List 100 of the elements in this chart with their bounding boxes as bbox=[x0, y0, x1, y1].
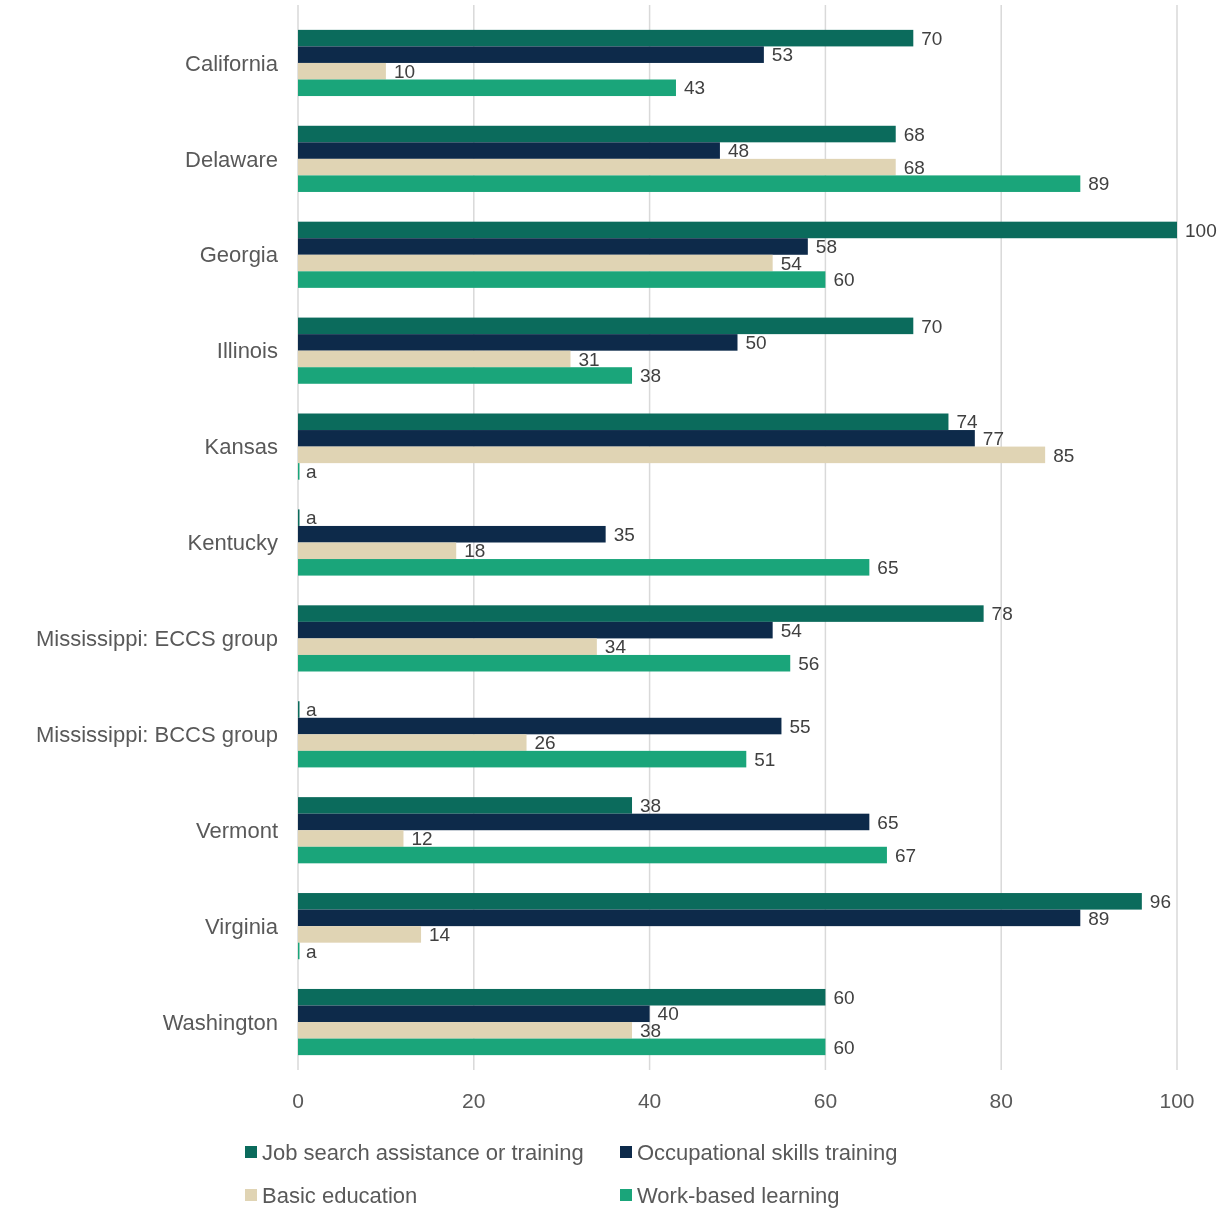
data-label: 68 bbox=[903, 156, 925, 178]
bar bbox=[298, 175, 1081, 192]
bar bbox=[298, 909, 1081, 927]
data-label: a bbox=[306, 699, 317, 721]
y-tick-label: Kentucky bbox=[187, 530, 278, 556]
bar bbox=[298, 238, 808, 255]
data-label: 54 bbox=[780, 619, 803, 641]
bar bbox=[298, 446, 1046, 464]
bar bbox=[298, 254, 773, 272]
data-label: 89 bbox=[1088, 907, 1110, 929]
bar bbox=[298, 1005, 650, 1023]
data-label: 65 bbox=[877, 556, 899, 578]
y-tick-label: Mississippi: BCCS group bbox=[35, 722, 278, 748]
data-label: 18 bbox=[464, 540, 486, 562]
bar bbox=[298, 605, 984, 622]
data-label: 78 bbox=[991, 603, 1013, 625]
bar bbox=[298, 717, 782, 735]
x-tick-label: 0 bbox=[292, 1089, 304, 1112]
bar bbox=[298, 830, 404, 847]
data-label: 31 bbox=[578, 348, 600, 370]
bar bbox=[298, 797, 633, 814]
bar bbox=[298, 62, 386, 80]
y-tick-label: Georgia bbox=[199, 242, 279, 268]
bar bbox=[298, 638, 597, 655]
data-label: 67 bbox=[894, 844, 917, 866]
x-tick-label: 40 bbox=[637, 1089, 662, 1112]
x-tick-label: 20 bbox=[462, 1089, 486, 1112]
y-tick-label: Illinois bbox=[216, 338, 278, 364]
bar bbox=[298, 413, 949, 431]
data-label: 14 bbox=[429, 924, 451, 946]
data-label: 74 bbox=[956, 411, 979, 433]
data-label: a bbox=[306, 461, 317, 483]
bar bbox=[298, 367, 633, 384]
bar bbox=[298, 734, 527, 751]
bar bbox=[298, 893, 1142, 910]
bar bbox=[298, 317, 914, 335]
data-label: 26 bbox=[534, 732, 556, 754]
data-label: 96 bbox=[1149, 890, 1171, 912]
bar bbox=[298, 350, 571, 368]
y-tick-label: Vermont bbox=[196, 817, 278, 843]
bar bbox=[298, 750, 747, 768]
bar bbox=[298, 125, 896, 143]
legend-label: Occupational skills training bbox=[637, 1139, 898, 1165]
bar bbox=[298, 29, 914, 47]
data-label: 54 bbox=[780, 252, 803, 274]
bar bbox=[298, 813, 870, 831]
data-label: a bbox=[306, 507, 317, 529]
data-label: 70 bbox=[921, 315, 943, 337]
bar bbox=[298, 846, 887, 864]
legend-label: Basic education bbox=[262, 1182, 418, 1208]
bar bbox=[298, 926, 422, 943]
data-label: 65 bbox=[877, 811, 899, 833]
data-label: 60 bbox=[833, 986, 855, 1008]
bar bbox=[298, 430, 975, 447]
x-tick-label: 100 bbox=[1159, 1089, 1195, 1112]
data-label: 56 bbox=[798, 652, 820, 674]
y-tick-label: Kansas bbox=[204, 434, 278, 460]
data-label: 12 bbox=[411, 828, 433, 850]
data-label: 89 bbox=[1088, 173, 1110, 195]
data-label: 58 bbox=[815, 236, 837, 258]
data-label: 60 bbox=[833, 1036, 855, 1058]
bar bbox=[298, 334, 738, 351]
x-tick-label: 60 bbox=[813, 1089, 838, 1112]
bar bbox=[298, 654, 791, 672]
y-tick-label: California bbox=[185, 50, 279, 76]
bar bbox=[298, 158, 896, 176]
bar bbox=[298, 46, 764, 63]
bar bbox=[298, 559, 870, 576]
y-tick-label: Virginia bbox=[205, 913, 279, 939]
bar bbox=[298, 1022, 633, 1039]
data-label: 100 bbox=[1185, 219, 1217, 241]
y-tick-label: Washington bbox=[162, 1009, 278, 1035]
data-label: 70 bbox=[921, 27, 943, 49]
legend-label: Work-based learning bbox=[637, 1182, 840, 1208]
data-label: 77 bbox=[982, 427, 1004, 449]
legend-label: Job search assistance or training bbox=[262, 1139, 584, 1165]
bar bbox=[298, 1038, 826, 1056]
data-label: 50 bbox=[745, 332, 767, 354]
bar bbox=[298, 621, 773, 639]
data-label: 51 bbox=[754, 748, 776, 770]
bar bbox=[298, 542, 457, 560]
data-label: 35 bbox=[613, 523, 635, 545]
data-label: 48 bbox=[727, 140, 750, 162]
data-label: 68 bbox=[903, 123, 925, 145]
data-label: 53 bbox=[771, 44, 794, 66]
data-label: 43 bbox=[683, 77, 706, 99]
y-tick-label: Mississippi: ECCS group bbox=[35, 626, 278, 652]
y-tick-label: Delaware bbox=[185, 146, 278, 172]
data-label: 38 bbox=[640, 365, 662, 387]
bar bbox=[298, 79, 676, 97]
data-label: 34 bbox=[604, 636, 627, 658]
data-label: 10 bbox=[393, 60, 416, 82]
bar bbox=[298, 525, 606, 543]
bar bbox=[298, 142, 720, 159]
bar bbox=[298, 221, 1177, 239]
data-label: 60 bbox=[833, 269, 855, 291]
x-tick-label: 80 bbox=[989, 1089, 1013, 1112]
data-label: 55 bbox=[789, 715, 811, 737]
data-label: a bbox=[306, 940, 317, 962]
bar bbox=[298, 271, 826, 288]
